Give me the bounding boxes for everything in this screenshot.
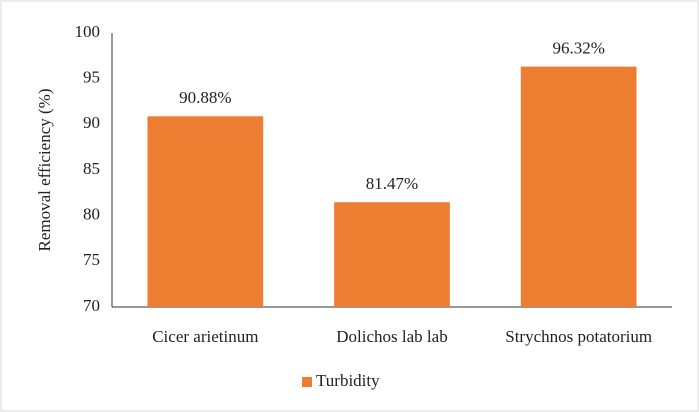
y-tick-label: 90 [83, 113, 100, 132]
bar [334, 202, 450, 307]
bar [520, 66, 637, 308]
y-tick-label: 95 [83, 68, 100, 87]
y-tick-label: 80 [83, 205, 100, 224]
y-tick-label: 100 [75, 22, 101, 41]
x-tick-label: Strychnos potatorium [505, 327, 652, 346]
y-tick-label: 75 [83, 250, 100, 269]
value-label: 96.32% [552, 39, 604, 58]
value-label: 90.88% [179, 88, 231, 107]
x-tick-label: Cicer arietinum [152, 327, 258, 346]
value-label: 81.47% [366, 174, 418, 193]
y-tick-label: 85 [83, 159, 100, 178]
legend-label: Turbidity [316, 371, 380, 390]
x-tick-label: Dolichos lab lab [336, 327, 447, 346]
legend-swatch [302, 377, 312, 387]
y-tick-label: 70 [83, 296, 100, 315]
bar [147, 116, 264, 308]
y-axis-label: Removal efficiency (%) [35, 88, 54, 251]
